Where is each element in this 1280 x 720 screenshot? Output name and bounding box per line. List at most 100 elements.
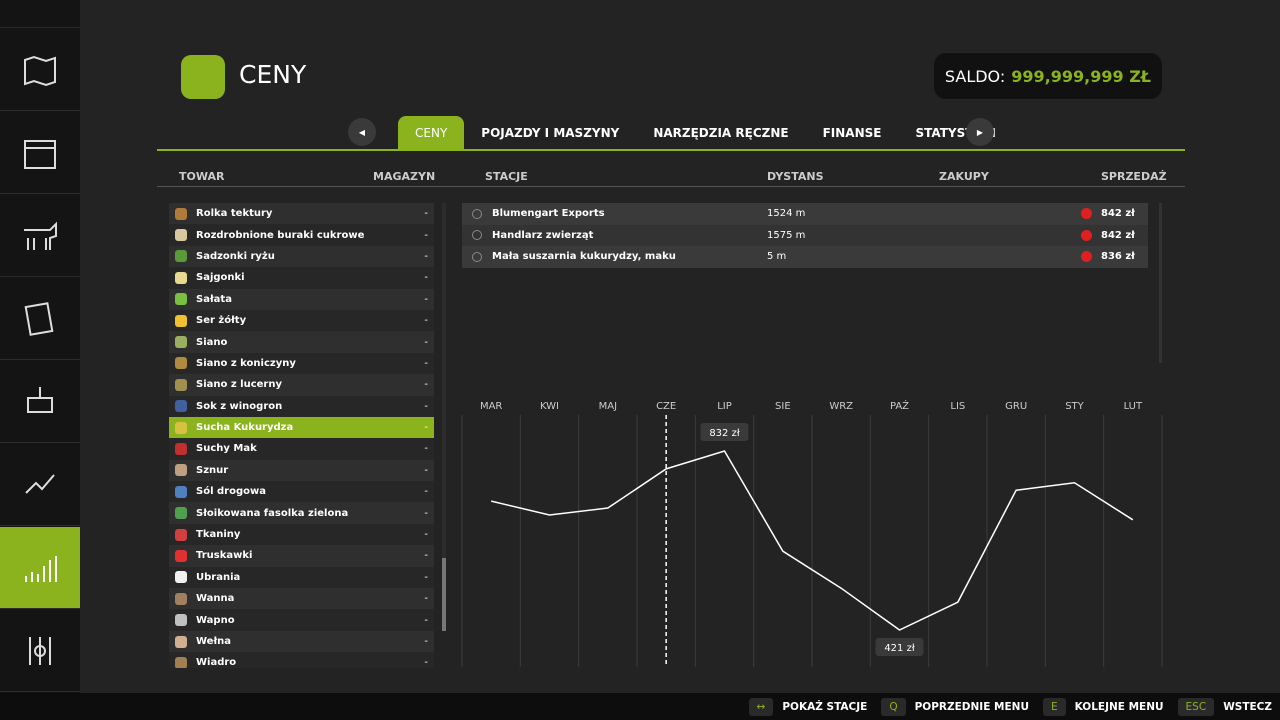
goods-name: Sajgonki <box>196 272 245 284</box>
tab[interactable]: CENY <box>398 116 465 150</box>
goods-row[interactable]: Tkaniny - <box>169 523 434 546</box>
goods-icon <box>175 250 187 263</box>
goods-icon <box>175 464 187 477</box>
goods-icon <box>175 400 187 413</box>
key: E <box>1042 697 1066 716</box>
goods-name: Wanna <box>196 593 235 605</box>
menu-item[interactable] <box>0 0 80 28</box>
goods-storage: - <box>424 250 428 262</box>
x-tick-label: KWI <box>540 401 559 412</box>
goods-row[interactable]: Siano z koniczyny - <box>169 352 434 375</box>
goods-row[interactable]: Wełna - <box>169 630 434 653</box>
tab[interactable]: FINANSE <box>822 126 882 140</box>
goods-icon <box>175 507 187 520</box>
goods-storage: - <box>424 507 428 519</box>
goods-row[interactable]: Siano - <box>169 331 434 353</box>
goods-row[interactable]: Sajgonki - <box>169 267 434 289</box>
goods-row[interactable]: Siano z lucerny - <box>169 374 434 396</box>
x-tick-label: LUT <box>1124 401 1143 412</box>
scroll-thumb[interactable] <box>442 558 446 631</box>
goods-name: Rolka tektury <box>196 208 273 220</box>
goods-storage: - <box>424 571 428 583</box>
x-tick-label: LIP <box>717 401 732 412</box>
key-hint[interactable]: ↔ POKAŻ STACJE <box>748 697 868 716</box>
menu-item[interactable] <box>0 195 80 277</box>
station-row[interactable]: Blumengart Exports 1524 m 842 zł <box>462 203 1148 225</box>
price-trend <box>1081 229 1092 241</box>
station-name: Blumengart Exports <box>492 208 605 220</box>
menu-item[interactable] <box>0 29 80 111</box>
menu-item[interactable] <box>0 610 80 692</box>
menu-item[interactable] <box>0 361 80 443</box>
goods-list: Rolka tektury - Rozdrobnione buraki cukrow… <box>169 203 434 668</box>
goods-name: Sól drogowa <box>196 486 266 498</box>
price-trend <box>1081 251 1092 263</box>
goods-icon <box>175 378 187 391</box>
goods-storage: - <box>424 379 428 391</box>
station-row[interactable]: Mała suszarnia kukurydzy, maku 5 m 836 zł <box>462 246 1148 268</box>
page-title: CENY <box>239 60 307 89</box>
goods-row[interactable]: Sznur - <box>169 459 434 482</box>
goods-name: Siano z lucerny <box>196 379 282 391</box>
goods-row[interactable]: Sadzonki ryżu - <box>169 245 434 268</box>
goods-row[interactable]: Ser żółty - <box>169 309 434 332</box>
station-row[interactable]: Handlarz zwierząt 1575 m 842 zł <box>462 224 1148 246</box>
goods-row[interactable]: Wapno - <box>169 609 434 631</box>
goods-row[interactable]: Ubrania - <box>169 566 434 589</box>
next-tab[interactable]: ▶ <box>966 118 994 146</box>
goods-name: Sałata <box>196 293 232 305</box>
key-label: POKAŻ STACJE <box>782 700 868 713</box>
menu-item[interactable] <box>0 112 80 194</box>
goods-row[interactable]: Sok z winogron - <box>169 395 434 417</box>
goods-storage: - <box>424 529 428 541</box>
goods-row[interactable]: Suchy Mak - <box>169 438 434 460</box>
menu-item[interactable] <box>0 444 80 526</box>
goods-storage: - <box>424 293 428 305</box>
balance: SALDO: 999,999,999 ZŁ <box>934 53 1162 99</box>
tab[interactable]: NARZĘDZIA RĘCZNE <box>653 126 789 140</box>
goods-icon <box>175 314 187 327</box>
x-tick-label: SIE <box>775 401 791 412</box>
icon <box>24 301 54 336</box>
price-trend <box>1081 208 1092 220</box>
goods-row[interactable]: Sól drogowa - <box>169 481 434 503</box>
footer: ↔ POKAŻ STACJE Q POPRZEDNIE MENU E KOLEJNE ME… <box>0 693 1280 720</box>
goods-icon <box>175 207 187 220</box>
goods-icon <box>175 635 187 648</box>
goods-row[interactable]: Truskawki - <box>169 545 434 567</box>
goods-row[interactable]: Sałata - <box>169 288 434 310</box>
goods-storage: - <box>424 400 428 412</box>
column-header: ZAKUPY <box>939 170 989 183</box>
goods-row[interactable]: Wiadro - <box>169 652 434 668</box>
goods-row[interactable]: Rozdrobnione buraki cukrowe - <box>169 224 434 246</box>
icon <box>25 555 57 582</box>
column-header: MAGAZYN <box>373 170 436 183</box>
tab[interactable]: STATYSTYKI <box>915 126 996 140</box>
goods-icon <box>175 293 187 306</box>
goods-icon <box>175 271 187 284</box>
prev-tab[interactable]: ◀ <box>348 118 376 146</box>
station-name: Handlarz zwierząt <box>492 229 594 241</box>
goods-row[interactable]: Wanna - <box>169 588 434 610</box>
goods-name: Wapno <box>196 614 235 626</box>
key-hint[interactable]: ESC WSTECZ <box>1177 697 1272 716</box>
goods-name: Suchy Mak <box>196 443 257 455</box>
goods-storage: - <box>424 614 428 626</box>
goods-name: Sadzonki ryżu <box>196 250 275 262</box>
goods-row[interactable]: Słoikowana fasolka zielona - <box>169 502 434 524</box>
goods-row[interactable]: Sucha Kukurydza - <box>169 416 434 439</box>
x-tick-label: CZE <box>656 401 676 412</box>
goods-row[interactable]: Rolka tektury - <box>169 203 434 225</box>
station-price: 842 zł <box>1101 208 1135 220</box>
station-distance: 1524 m <box>767 208 806 220</box>
tab[interactable]: POJAZDY I MASZYNY <box>481 126 620 140</box>
key: Q <box>881 697 906 716</box>
page-icon <box>181 55 225 99</box>
key-hint[interactable]: E KOLEJNE MENU <box>1042 697 1164 716</box>
menu-item-active[interactable] <box>0 527 80 609</box>
menu-item[interactable] <box>0 278 80 360</box>
goods-name: Ubrania <box>196 571 241 583</box>
goods-name: Słoikowana fasolka zielona <box>196 507 349 519</box>
key-hint[interactable]: Q POPRZEDNIE MENU <box>881 697 1029 716</box>
goods-icon <box>175 336 187 349</box>
